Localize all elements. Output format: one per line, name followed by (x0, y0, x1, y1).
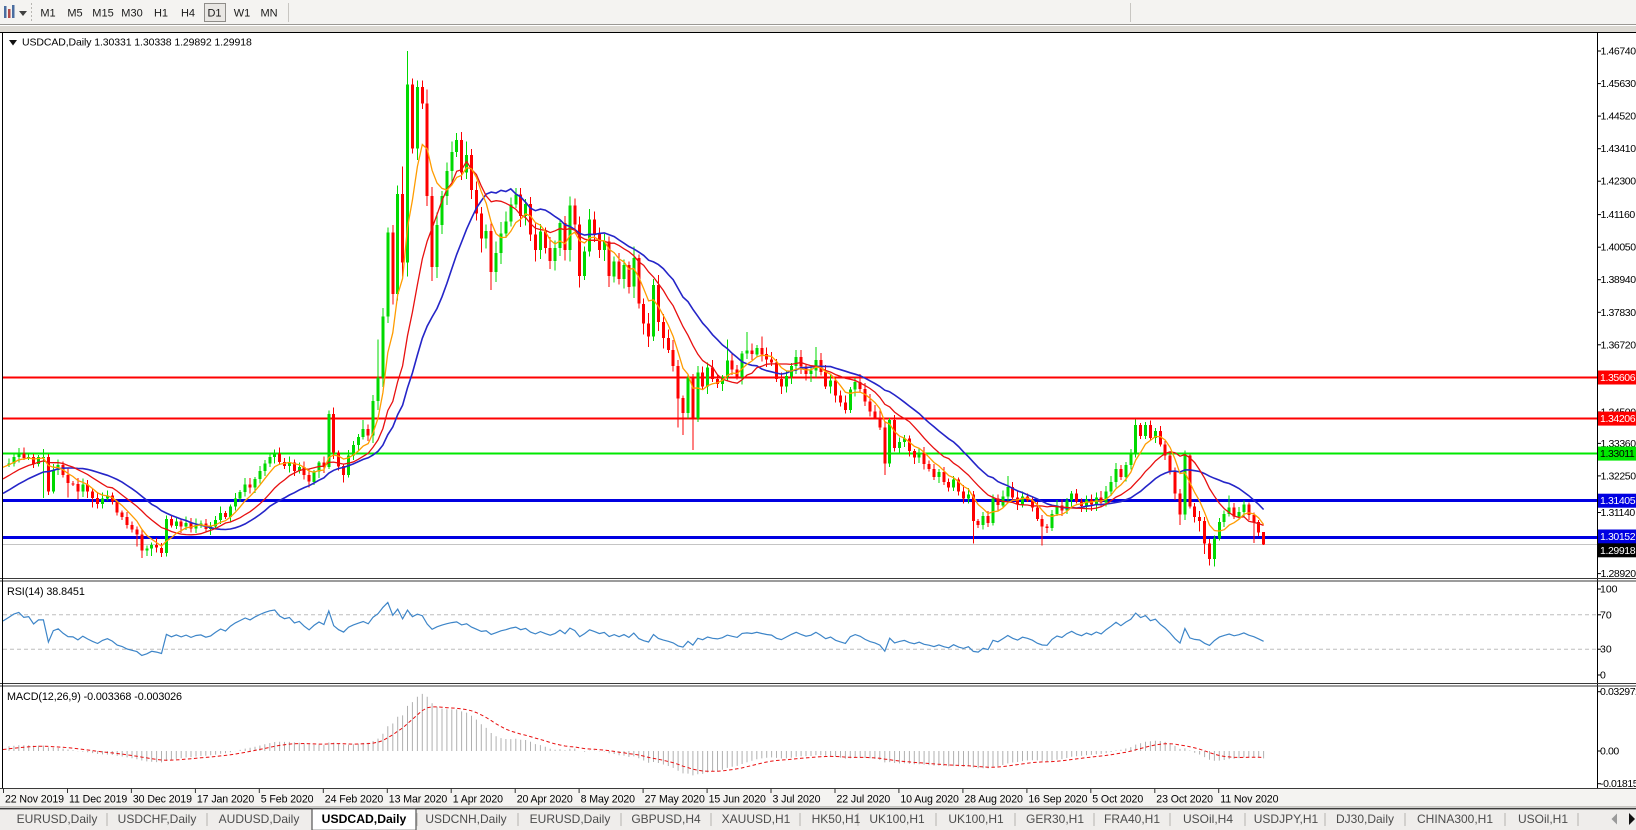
svg-text:EURUSD,Daily: EURUSD,Daily (530, 812, 611, 826)
svg-text:1.41160: 1.41160 (1601, 209, 1636, 221)
svg-text:XAUUSD,H1: XAUUSD,H1 (722, 812, 791, 826)
svg-text:GER30,H1: GER30,H1 (1026, 812, 1084, 826)
svg-text:5 Feb 2020: 5 Feb 2020 (261, 794, 314, 806)
svg-text:MN: MN (260, 8, 277, 20)
svg-text:17 Jan 2020: 17 Jan 2020 (197, 794, 254, 806)
svg-text:23 Oct 2020: 23 Oct 2020 (1156, 794, 1213, 806)
svg-text:USDCNH,Daily: USDCNH,Daily (425, 812, 506, 826)
svg-text:1.44520: 1.44520 (1601, 111, 1636, 123)
svg-text:M15: M15 (92, 8, 113, 20)
svg-text:USOil,H1: USOil,H1 (1518, 812, 1568, 826)
svg-text:W1: W1 (234, 8, 251, 20)
svg-text:0: 0 (1600, 670, 1606, 682)
svg-text:1.28920: 1.28920 (1601, 568, 1636, 580)
svg-text:1.35606: 1.35606 (1600, 372, 1636, 384)
svg-text:FRA40,H1: FRA40,H1 (1104, 812, 1160, 826)
svg-text:100: 100 (1600, 584, 1618, 596)
svg-text:70: 70 (1600, 609, 1612, 621)
svg-text:22 Jul 2020: 22 Jul 2020 (837, 794, 891, 806)
svg-text:M1: M1 (40, 8, 55, 20)
svg-text:0.032972: 0.032972 (1600, 686, 1636, 698)
svg-text:EURUSD,Daily: EURUSD,Daily (17, 812, 98, 826)
svg-text:UK100,H1: UK100,H1 (869, 812, 925, 826)
svg-text:11 Nov 2020: 11 Nov 2020 (1220, 794, 1278, 806)
svg-text:DJ30,Daily: DJ30,Daily (1336, 812, 1394, 826)
svg-text:GBPUSD,H4: GBPUSD,H4 (631, 812, 701, 826)
svg-text:1.45630: 1.45630 (1601, 78, 1636, 90)
svg-text:AUDUSD,Daily: AUDUSD,Daily (219, 812, 300, 826)
svg-text:1.42300: 1.42300 (1601, 176, 1636, 188)
svg-text:16 Sep 2020: 16 Sep 2020 (1028, 794, 1087, 806)
svg-text:28 Aug 2020: 28 Aug 2020 (964, 794, 1023, 806)
svg-text:1.31405: 1.31405 (1600, 495, 1636, 507)
svg-text:8 May 2020: 8 May 2020 (581, 794, 636, 806)
svg-text:5 Oct 2020: 5 Oct 2020 (1092, 794, 1143, 806)
svg-text:USDCAD,Daily 1.30331 1.30338: USDCAD,Daily 1.30331 1.30338 1.29892 1.2… (22, 37, 252, 49)
svg-text:3 Jul 2020: 3 Jul 2020 (773, 794, 821, 806)
svg-text:D1: D1 (207, 8, 221, 20)
svg-text:13 Mar 2020: 13 Mar 2020 (389, 794, 448, 806)
svg-text:USOil,H4: USOil,H4 (1183, 812, 1233, 826)
svg-text:USDCAD,Daily: USDCAD,Daily (322, 812, 407, 826)
svg-text:1.29918: 1.29918 (1600, 545, 1636, 557)
svg-text:1.37830: 1.37830 (1601, 307, 1636, 319)
svg-text:30: 30 (1600, 644, 1612, 656)
svg-text:1.36720: 1.36720 (1601, 339, 1636, 351)
svg-text:M5: M5 (67, 8, 82, 20)
svg-text:27 May 2020: 27 May 2020 (645, 794, 705, 806)
svg-text:H4: H4 (181, 8, 195, 20)
svg-text:1.43410: 1.43410 (1601, 143, 1636, 155)
svg-text:M30: M30 (121, 8, 142, 20)
svg-text:MACD(12,26,9) -0.003368 -0.003: MACD(12,26,9) -0.003368 -0.003026 (7, 691, 182, 703)
svg-text:10 Aug 2020: 10 Aug 2020 (900, 794, 959, 806)
svg-text:CHINA300,H1: CHINA300,H1 (1417, 812, 1493, 826)
svg-text:UK100,H1: UK100,H1 (948, 812, 1004, 826)
svg-text:1.40050: 1.40050 (1601, 242, 1636, 254)
svg-text:USDCHF,Daily: USDCHF,Daily (118, 812, 197, 826)
svg-text:USDJPY,H1: USDJPY,H1 (1254, 812, 1319, 826)
svg-text:1 Apr 2020: 1 Apr 2020 (453, 794, 503, 806)
svg-text:30 Dec 2019: 30 Dec 2019 (133, 794, 192, 806)
svg-text:20 Apr 2020: 20 Apr 2020 (517, 794, 573, 806)
svg-text:H1: H1 (154, 8, 168, 20)
svg-text:-0.018154: -0.018154 (1600, 778, 1636, 790)
svg-text:HK50,H1: HK50,H1 (812, 812, 861, 826)
svg-text:0.00: 0.00 (1600, 746, 1619, 758)
svg-text:11 Dec 2019: 11 Dec 2019 (69, 794, 127, 806)
svg-text:1.31140: 1.31140 (1601, 507, 1636, 519)
svg-text:1.32250: 1.32250 (1601, 470, 1636, 482)
svg-text:1.34206: 1.34206 (1600, 413, 1636, 425)
svg-text:1.46740: 1.46740 (1601, 46, 1636, 58)
svg-text:15 Jun 2020: 15 Jun 2020 (709, 794, 766, 806)
svg-text:RSI(14) 38.8451: RSI(14) 38.8451 (7, 586, 85, 598)
svg-text:1.30152: 1.30152 (1600, 531, 1636, 543)
svg-text:1.38940: 1.38940 (1601, 274, 1636, 286)
svg-text:1.33011: 1.33011 (1600, 448, 1635, 460)
svg-text:24 Feb 2020: 24 Feb 2020 (325, 794, 384, 806)
svg-text:22 Nov 2019: 22 Nov 2019 (5, 794, 64, 806)
